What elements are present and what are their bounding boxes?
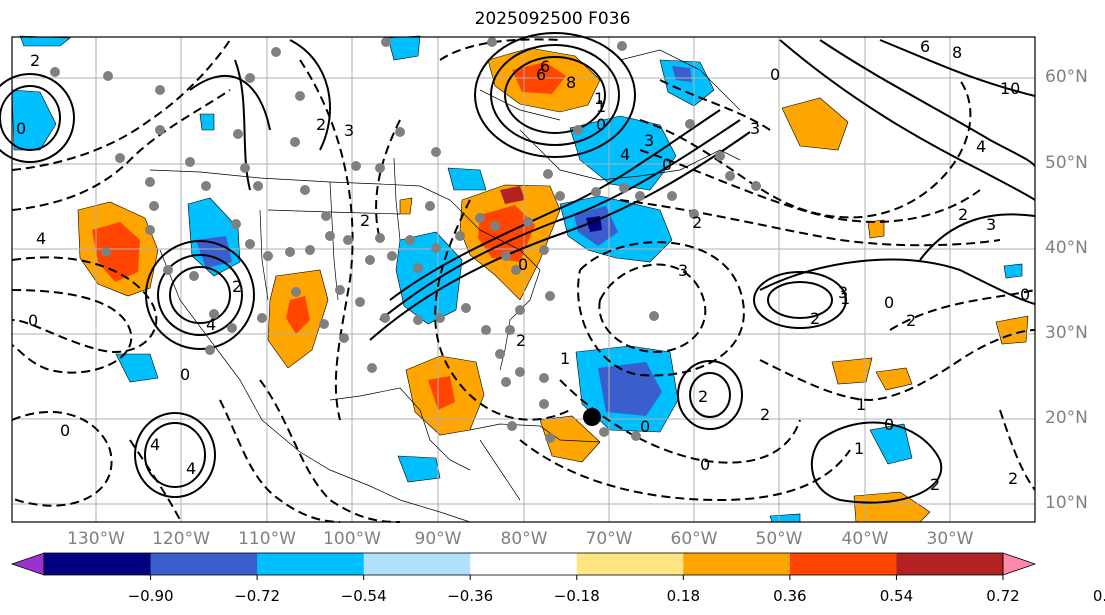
contour-label: 1 — [854, 439, 864, 458]
contour-label: 0 — [640, 417, 650, 436]
contour-label: 2 — [810, 309, 820, 328]
contour-label: 8 — [566, 73, 576, 92]
colorbar-tick-label: 0.54 — [879, 587, 914, 605]
colorbar-outline — [43, 552, 1004, 576]
map-frame — [11, 36, 1036, 523]
contour-label: 2 — [1008, 469, 1018, 488]
contour-label: 4 — [976, 137, 986, 156]
contour-label: 0 — [884, 293, 894, 312]
contour-label: 4 — [150, 435, 160, 454]
coastlines — [149, 49, 741, 523]
longitude-label: 40°W — [841, 529, 889, 549]
colorbar-tick-label: −0.36 — [447, 587, 494, 605]
longitude-label: 80°W — [500, 529, 548, 549]
latitude-label: 40°N — [1045, 238, 1088, 258]
colorbar-tick-label: 0.18 — [666, 587, 701, 605]
contour-label: 3 — [986, 215, 996, 234]
latitude-label: 50°N — [1045, 153, 1088, 173]
contour-label: 2 — [958, 205, 968, 224]
storm-center-marker — [583, 408, 601, 426]
contour-label: 2 — [232, 277, 242, 296]
latitude-label: 60°N — [1045, 67, 1088, 87]
contour-label: 4 — [206, 315, 216, 334]
contour-label: 3 — [750, 119, 760, 138]
colorbar-segment — [683, 553, 791, 575]
colorbar-segment — [576, 553, 684, 575]
longitude-label: 50°W — [755, 529, 803, 549]
significance-dots — [50, 37, 761, 443]
colorbar — [10, 552, 1037, 580]
contour-label: 3 — [344, 121, 354, 140]
contour-label: 6 — [920, 37, 930, 56]
contour-label: 0 — [662, 155, 672, 174]
colorbar-tick-label: 0.72 — [986, 587, 1020, 605]
longitude-label: 70°W — [585, 529, 633, 549]
contour-label: 1 — [594, 89, 604, 108]
contour-label: 3 — [838, 283, 848, 302]
contour-label: 2 — [692, 213, 702, 232]
colorbar-segment — [257, 553, 365, 575]
contour-label: 1 — [856, 395, 866, 414]
contour-label: 1 — [840, 289, 850, 308]
contour-label: 4 — [36, 229, 46, 248]
contour-label: 8 — [952, 43, 962, 62]
contour-label: 6 — [536, 65, 546, 84]
colorbar-segment — [470, 553, 578, 575]
contour-label: 2 — [30, 51, 40, 70]
contour-label: 2 — [906, 311, 916, 330]
contour-label: 1 — [596, 97, 606, 116]
contour-label: 0 — [700, 455, 710, 474]
colorbar-tick-label: −0.90 — [127, 587, 174, 605]
contour-label: 0 — [770, 65, 780, 84]
latitude-label: 10°N — [1045, 493, 1088, 513]
contour-label: 0 — [1020, 285, 1030, 304]
contour-label: 0 — [596, 115, 606, 134]
contour-label: 4 — [186, 459, 196, 478]
contour-label: 2 — [760, 405, 770, 424]
contour-label: 3 — [678, 261, 688, 280]
longitude-label: 130°W — [67, 529, 125, 549]
colorbar-extend-high — [1002, 552, 1037, 576]
map-title: 2025092500 F036 — [474, 9, 631, 29]
contour-label: 6 — [540, 57, 550, 76]
contour-label: 2 — [316, 115, 326, 134]
contour-label: 2 — [698, 387, 708, 406]
colorbar-tick-label: −0.54 — [340, 587, 387, 605]
contour-label: 10 — [1000, 79, 1020, 98]
colorbar-tick-label: −0.18 — [553, 587, 600, 605]
contour-label: 2 — [516, 331, 526, 350]
contour-label: 2 — [360, 211, 370, 230]
solid-contours — [0, 32, 1036, 504]
contour-label: 0 — [16, 119, 26, 138]
contour-label: 0 — [60, 421, 70, 440]
latitude-label: 20°N — [1045, 408, 1088, 428]
longitude-label: 100°W — [323, 529, 381, 549]
colorbar-segment — [363, 553, 471, 575]
contour-label: 1 — [560, 349, 570, 368]
colorbar-tick-label: −0.72 — [234, 587, 281, 605]
contour-label: 0 — [884, 415, 894, 434]
contour-label: 3 — [644, 131, 654, 150]
contour-label: 4 — [620, 145, 630, 164]
longitude-label: 30°W — [926, 529, 974, 549]
contour-label: 0 — [28, 311, 38, 330]
longitude-label: 110°W — [238, 529, 296, 549]
colorbar-tick-label: 0.36 — [773, 587, 807, 605]
colorbar-extend-low — [10, 552, 45, 576]
contour-label: 0 — [180, 365, 190, 384]
graticule — [12, 37, 1035, 522]
colorbar-tick-label: 0.90 — [1092, 587, 1105, 605]
colorbar-segment — [44, 553, 152, 575]
longitude-label: 60°W — [670, 529, 718, 549]
latitude-label: 30°N — [1045, 323, 1088, 343]
contour-label: 2 — [930, 475, 940, 494]
colorbar-segment — [896, 553, 1004, 575]
colorbar-segment — [150, 553, 258, 575]
longitude-label: 120°W — [152, 529, 210, 549]
longitude-label: 90°W — [414, 529, 462, 549]
colorbar-segment — [789, 553, 897, 575]
contour-label: 0 — [518, 255, 528, 274]
